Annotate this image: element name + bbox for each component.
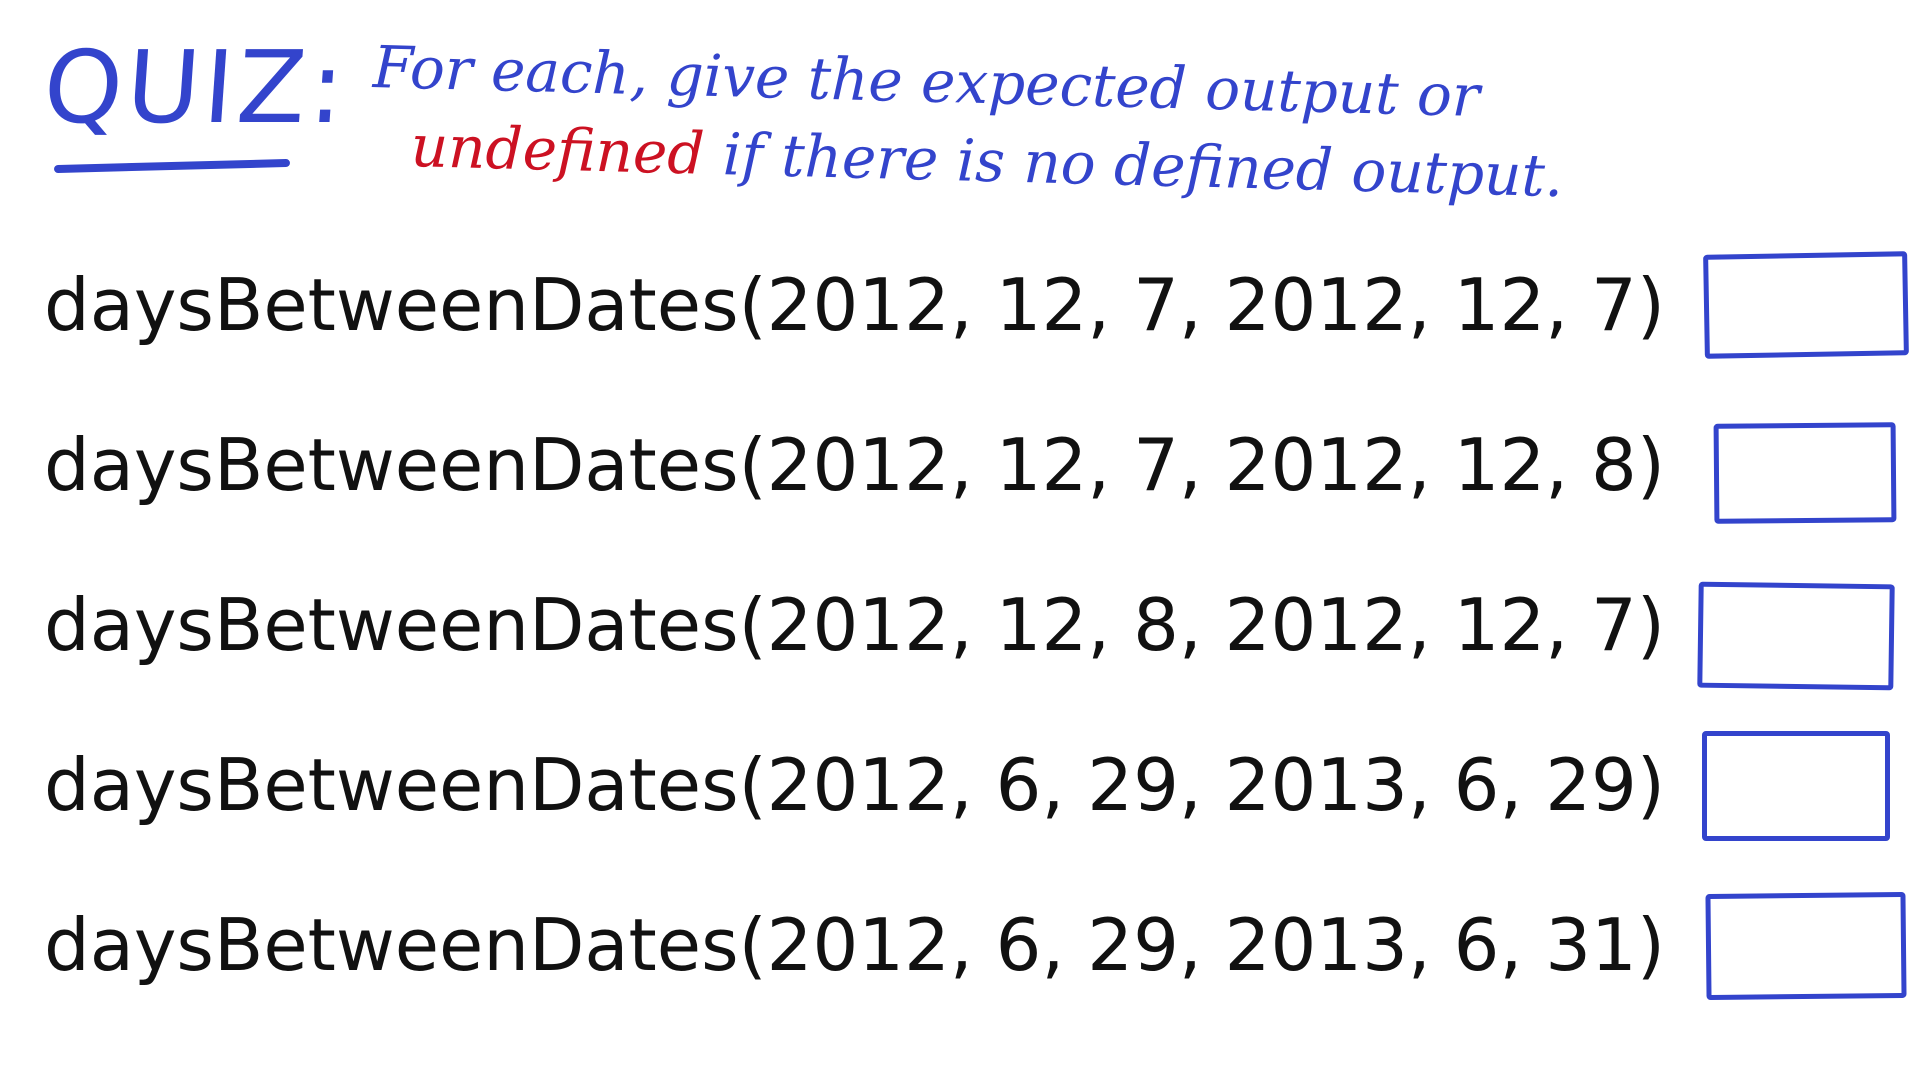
quiz-title: QUIZ: <box>39 29 352 146</box>
answer-box-5[interactable] <box>1705 891 1907 1001</box>
quiz-row-4: daysBetweenDates(2012, 6, 29, 2013, 6, 2… <box>44 731 1904 841</box>
undefined-keyword: undefined <box>410 112 706 188</box>
quiz-instructions: For each, give the expected output or un… <box>370 28 1704 219</box>
instructions-line-2-rest: if there is no defined output. <box>703 119 1565 211</box>
quiz-row-2: daysBetweenDates(2012, 12, 7, 2012, 12, … <box>44 415 1904 524</box>
function-call-text: daysBetweenDates(2012, 12, 7, 2012, 12, … <box>44 423 1665 507</box>
function-call-text: daysBetweenDates(2012, 12, 8, 2012, 12, … <box>44 583 1665 667</box>
function-call-text: daysBetweenDates(2012, 6, 29, 2013, 6, 3… <box>44 903 1665 987</box>
answer-box-4[interactable] <box>1702 731 1890 841</box>
function-call-text: daysBetweenDates(2012, 6, 29, 2013, 6, 2… <box>44 743 1665 827</box>
quiz-row-3: daysBetweenDates(2012, 12, 8, 2012, 12, … <box>44 575 1904 691</box>
quiz-title-underline <box>53 158 291 174</box>
quiz-row-1: daysBetweenDates(2012, 12, 7, 2012, 12, … <box>44 251 1909 359</box>
quiz-row-5: daysBetweenDates(2012, 6, 29, 2013, 6, 3… <box>44 891 1907 1001</box>
answer-box-2[interactable] <box>1713 422 1897 524</box>
answer-box-1[interactable] <box>1703 251 1909 359</box>
function-call-text: daysBetweenDates(2012, 12, 7, 2012, 12, … <box>44 263 1665 347</box>
answer-box-3[interactable] <box>1697 581 1895 691</box>
